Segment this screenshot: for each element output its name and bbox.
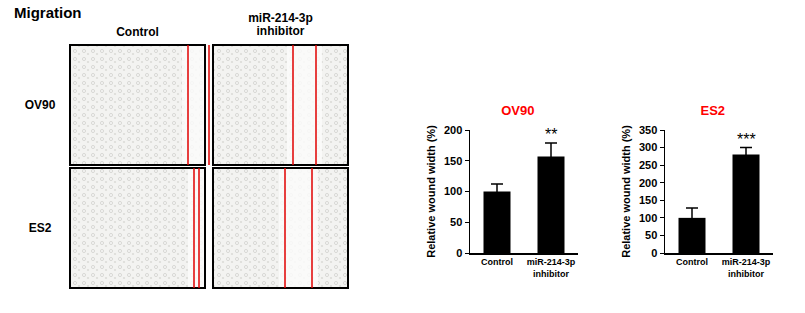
- svg-text:250: 250: [639, 159, 657, 171]
- svg-text:ES2: ES2: [29, 221, 52, 235]
- svg-text:150: 150: [639, 194, 657, 206]
- svg-text:100: 100: [444, 185, 462, 197]
- svg-text:0: 0: [651, 247, 657, 259]
- svg-text:Control: Control: [481, 257, 513, 267]
- html-text:Migration: Migration: [14, 4, 82, 21]
- svg-text:350: 350: [639, 124, 657, 136]
- svg-text:ES2: ES2: [701, 103, 726, 118]
- svg-text:miR-214-3pinhibitor: miR-214-3pinhibitor: [722, 257, 771, 279]
- svg-text:miR-214-3pinhibitor: miR-214-3pinhibitor: [527, 257, 576, 279]
- svg-text:Control: Control: [116, 25, 159, 39]
- svg-text:200: 200: [639, 177, 657, 189]
- svg-text:100: 100: [639, 212, 657, 224]
- svg-text:200: 200: [444, 124, 462, 136]
- svg-text:Control: Control: [676, 257, 708, 267]
- svg-text:***: ***: [737, 131, 756, 148]
- svg-text:OV90: OV90: [501, 103, 534, 118]
- svg-text:Relative wound width (%): Relative wound width (%): [425, 125, 437, 258]
- svg-text:150: 150: [444, 155, 462, 167]
- svg-text:50: 50: [450, 216, 462, 228]
- svg-text:300: 300: [639, 141, 657, 153]
- svg-text:50: 50: [645, 229, 657, 241]
- svg-text:OV90: OV90: [25, 98, 56, 112]
- svg-text:0: 0: [456, 247, 462, 259]
- svg-text:**: **: [545, 126, 557, 143]
- svg-text:miR-214-3pinhibitor: miR-214-3pinhibitor: [248, 11, 313, 38]
- svg-text:Relative wound width (%): Relative wound width (%): [620, 125, 632, 258]
